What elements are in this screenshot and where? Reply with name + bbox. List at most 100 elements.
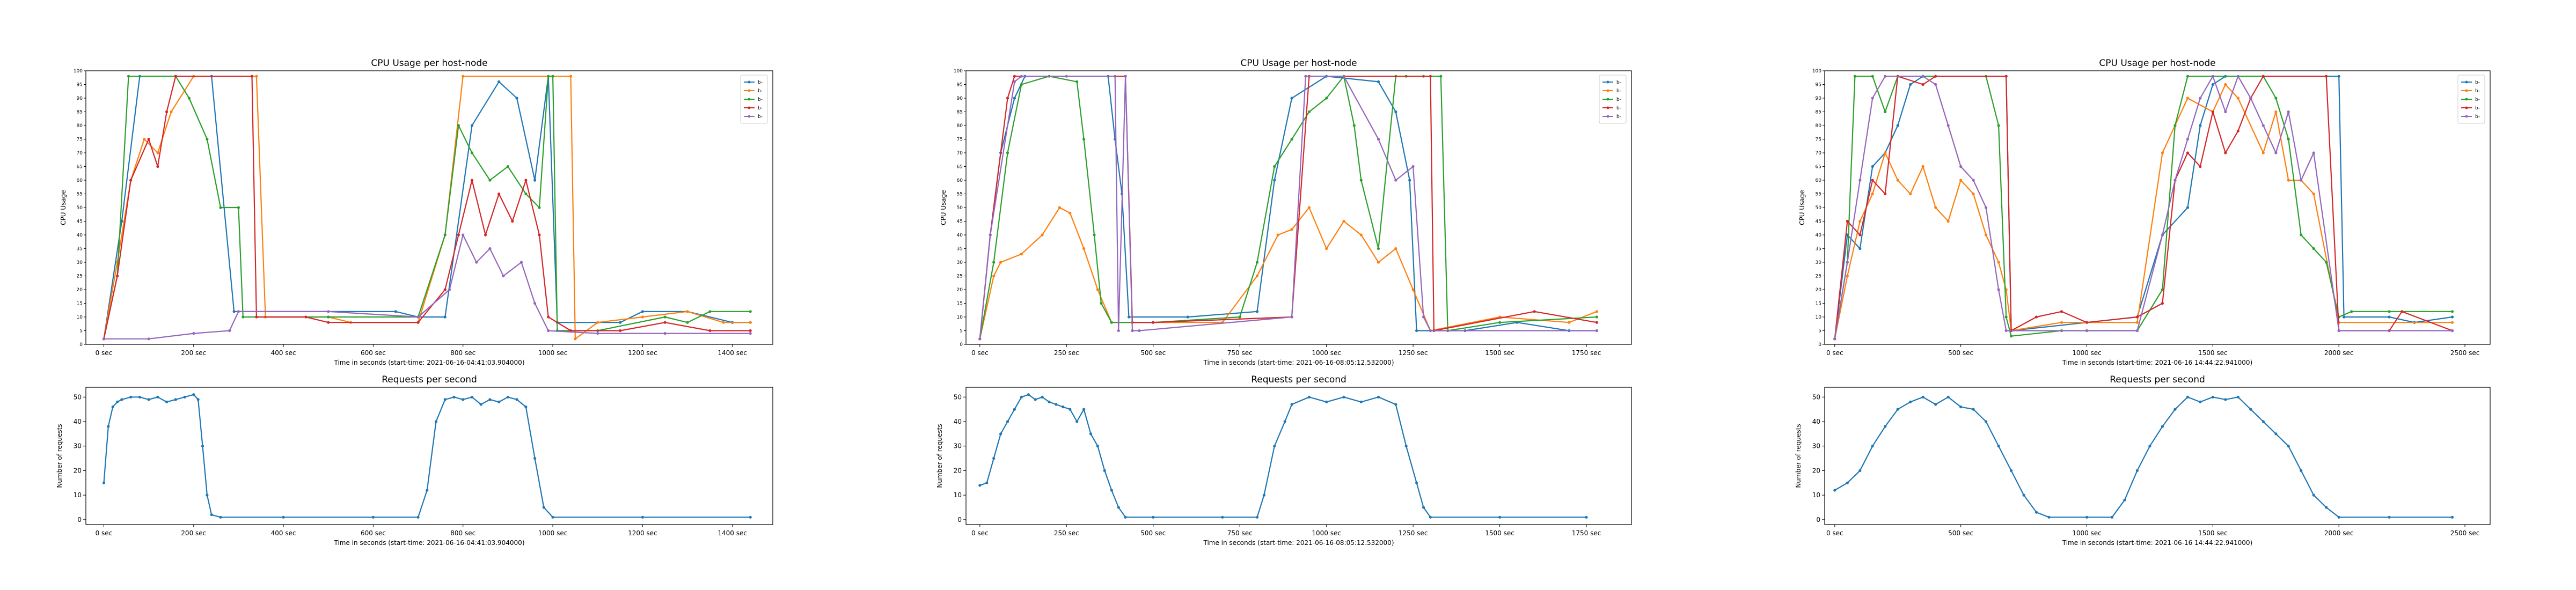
legend-label: b- [758,106,763,111]
data-point [749,321,752,324]
data-point [992,457,996,460]
y-tick-label: 80 [77,123,83,129]
y-tick-label: 20 [957,287,963,293]
data-point [1238,315,1241,319]
data-point [2325,506,2328,509]
data-point [1884,192,1887,196]
data-point [1833,337,1836,341]
y-tick-label: 5 [79,329,83,334]
data-point [1959,405,1963,409]
data-point [1110,489,1113,492]
data-point [519,261,523,264]
y-tick-label: 75 [77,137,83,143]
data-point [206,493,209,497]
data-point [2022,493,2025,497]
data-point [2224,398,2227,401]
data-point [2186,151,2189,154]
data-point [1020,83,1023,86]
y-tick-label: 80 [957,123,963,129]
data-point [1124,515,1127,519]
legend-label: b- [2475,80,2480,85]
data-point [515,97,518,100]
series-path [1834,396,2453,518]
y-tick-label: 60 [957,178,963,183]
legend-label: b- [2475,114,2480,120]
x-tick-label: 2000 sec [2324,529,2354,537]
data-point [1858,247,1862,250]
data-point [1342,75,1345,78]
series-path [103,76,751,340]
data-point [574,337,577,341]
data-point [663,321,667,324]
data-point [1884,425,1887,428]
cpu-usage-chart: CPU Usage per host-node 0 sec 200 sec 400 s… [60,58,773,366]
data-point [511,219,514,223]
data-point [2211,75,2214,78]
y-axis-label: CPU Usage [940,190,947,225]
data-point [127,75,130,78]
data-point [641,515,644,519]
data-point [2236,75,2240,78]
data-point [488,398,492,401]
y-tick-label: 20 [954,467,962,474]
x-tick-label: 200 sec [181,529,206,537]
data-point [1152,515,1155,519]
y-tick-label: 0 [957,516,962,523]
data-point [1595,321,1598,324]
data-point [2174,408,2177,411]
data-point [1377,395,1380,399]
series-line [102,75,752,341]
y-tick-label: 30 [77,260,83,266]
x-tick-label: 1250 sec [1399,529,1428,537]
data-point [2186,395,2189,399]
data-point [228,329,231,333]
y-tick-label: 20 [1812,467,1820,474]
data-point [241,315,245,319]
data-point [1858,233,1862,237]
data-point [2004,75,2008,78]
data-point [547,75,550,78]
data-point [1110,321,1113,324]
data-point [1255,274,1259,278]
series-path [979,394,1586,518]
data-point [147,337,150,341]
data-point [2161,233,2164,237]
series-line [102,75,752,341]
data-point [1020,253,1023,256]
y-tick-label: 5 [1818,329,1821,334]
data-point [255,315,258,319]
data-point [282,515,285,519]
data-point [1359,179,1363,182]
y-tick-label: 90 [957,96,963,101]
data-point [2388,310,2391,313]
data-point [985,481,989,484]
data-point [2035,315,2038,319]
x-tick-label: 250 sec [1054,529,1079,537]
data-point [102,337,106,341]
data-point [1290,403,1293,406]
y-tick-label: 0 [79,342,83,348]
legend-label: b- [2475,97,2480,102]
data-point [1394,110,1397,114]
y-tick-label: 0 [960,342,963,348]
x-tick-label: 1750 sec [1572,349,1601,357]
data-point [1871,75,1874,78]
data-point [1255,261,1259,264]
data-point [524,405,528,409]
x-axis-label: Time in seconds (start-time: 2021-06-16-… [1203,359,1394,366]
legend-marker [2465,89,2468,92]
data-point [533,301,537,305]
y-tick-label: 30 [1812,442,1820,450]
data-point [147,398,150,401]
data-point [2450,310,2454,313]
requests-chart: Requests per second 0 sec 200 sec 400 sec 60… [56,374,773,547]
data-point [1377,137,1380,141]
data-point [1934,403,1937,406]
y-tick-label: 50 [1816,205,1822,211]
data-point [174,75,177,78]
data-point [1013,97,1016,100]
data-point [2199,124,2202,127]
data-point [2450,315,2454,319]
y-tick-label: 65 [957,165,963,170]
data-point [2060,310,2063,313]
